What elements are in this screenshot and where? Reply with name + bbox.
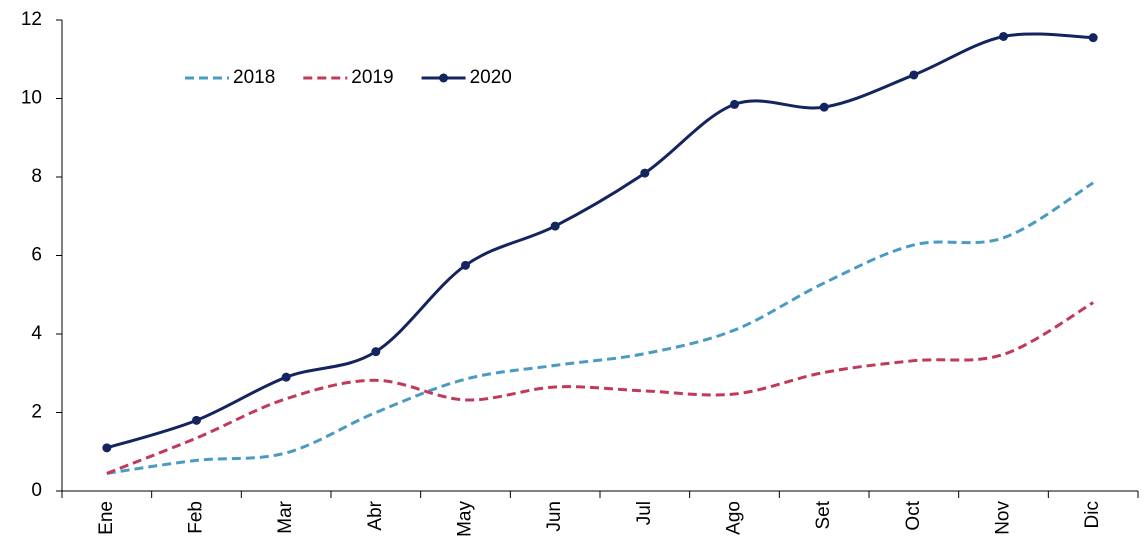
point (1088, 33, 1098, 43)
x-tick-label: Jun (544, 501, 565, 532)
y-tick-label: 12 (21, 9, 42, 30)
legend-label: 2019 (351, 67, 393, 88)
x-tick-label: Jul (634, 501, 655, 525)
x-tick-label: Nov (993, 501, 1014, 535)
y-tick-label: 8 (31, 166, 42, 187)
x-tick-label: Mar (275, 500, 296, 533)
x-tick-label: May (455, 501, 476, 537)
point (371, 347, 381, 357)
y-tick-label: 6 (31, 245, 42, 266)
series-line (106, 181, 1094, 475)
point (281, 372, 291, 382)
y-tick-label: 2 (31, 402, 42, 423)
y-tick-label: 4 (31, 323, 42, 344)
x-tick-label: Set (813, 500, 834, 529)
x-tick-label: Ago (724, 501, 745, 535)
point (102, 443, 112, 453)
point (909, 70, 919, 80)
series-line (106, 301, 1094, 475)
x-tick-label: Feb (186, 501, 207, 534)
legend-marker (439, 73, 449, 83)
point (461, 260, 470, 270)
y-tick-label: 10 (21, 88, 42, 109)
series-line (106, 32, 1094, 450)
legend-label: 2020 (470, 67, 512, 88)
point (550, 221, 560, 231)
legend-label: 2018 (233, 67, 275, 88)
y-tick-label: 0 (31, 480, 42, 501)
point (640, 168, 650, 178)
x-tick-label: Dic (1082, 501, 1103, 528)
x-tick-label: Abr (365, 500, 386, 530)
point (730, 99, 739, 109)
x-tick-label: Oct (903, 500, 924, 530)
x-tick-label: Ene (96, 501, 117, 535)
point (999, 31, 1008, 41)
point (819, 102, 829, 112)
point (192, 415, 201, 425)
